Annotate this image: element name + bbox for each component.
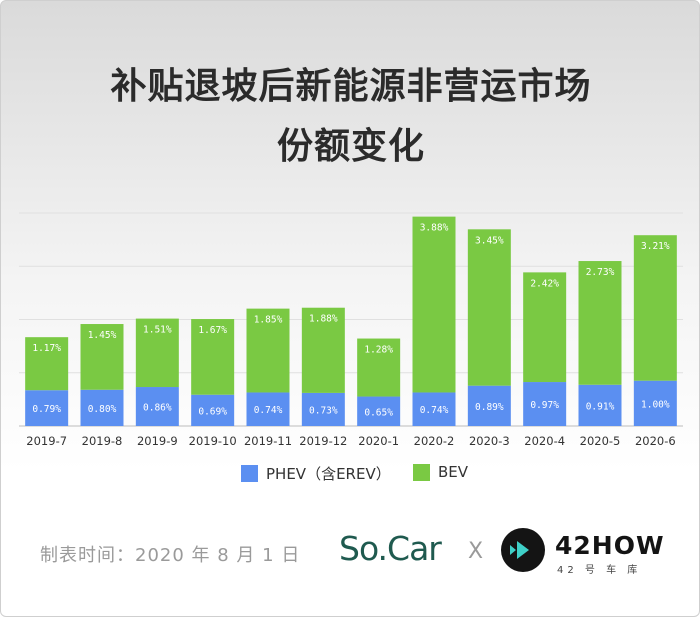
x-tick-label: 2019-11 bbox=[244, 434, 292, 448]
data-label-phev: 0.79% bbox=[32, 404, 61, 415]
data-label-bev: 1.17% bbox=[32, 343, 61, 354]
x-tick-label: 2020-3 bbox=[469, 434, 510, 448]
bar-segment-bev bbox=[135, 318, 179, 388]
bar-segment-bev bbox=[467, 229, 511, 386]
bar-segment-bev bbox=[578, 261, 622, 385]
legend-label-bev: BEV bbox=[438, 463, 469, 481]
x-tick-label: 2020-4 bbox=[524, 434, 565, 448]
42how-logo-subtext: 42 号 车 库 bbox=[557, 565, 642, 576]
legend-item-phev: PHEV（含EREV） bbox=[241, 463, 391, 484]
data-label-bev: 3.21% bbox=[641, 241, 670, 252]
socar-logo: So.Car bbox=[339, 529, 442, 568]
bar-segment-bev bbox=[301, 307, 345, 393]
data-label-bev: 1.67% bbox=[198, 325, 227, 336]
42how-logo-text: 42HOW bbox=[555, 531, 665, 560]
bar-segment-phev bbox=[301, 392, 345, 426]
x-tick-label: 2019-9 bbox=[137, 434, 178, 448]
bar-segment-phev bbox=[578, 384, 622, 426]
bar-segment-bev bbox=[80, 324, 124, 390]
chart-title-line-1: 补贴退坡后新能源非营运市场 bbox=[110, 66, 592, 107]
brand-separator: X bbox=[468, 539, 484, 564]
data-label-phev: 0.74% bbox=[254, 405, 283, 416]
bar-segment-bev bbox=[523, 272, 567, 383]
data-label-bev: 1.85% bbox=[254, 315, 283, 326]
data-label-phev: 0.86% bbox=[143, 403, 172, 414]
legend-label-phev: PHEV（含EREV） bbox=[266, 465, 391, 483]
legend-swatch-bev bbox=[413, 463, 430, 481]
bar-segment-phev bbox=[523, 382, 567, 426]
bar-segment-bev bbox=[412, 216, 456, 393]
data-label-phev: 0.89% bbox=[475, 402, 504, 413]
chart-legend: PHEV（含EREV） BEV bbox=[1, 463, 699, 487]
data-label-phev: 0.65% bbox=[364, 407, 393, 418]
data-label-bev: 2.73% bbox=[586, 267, 615, 278]
data-label-phev: 1.00% bbox=[641, 399, 670, 410]
data-label-phev: 0.74% bbox=[420, 405, 449, 416]
data-label-phev: 0.91% bbox=[586, 401, 615, 412]
footer-date-note: 制表时间：2020 年 8 月 1 日 bbox=[40, 545, 301, 566]
x-tick-label: 2019-10 bbox=[189, 434, 237, 448]
x-tick-label: 2020-6 bbox=[635, 434, 676, 448]
x-tick-label: 2019-7 bbox=[26, 434, 67, 448]
bar-segment-phev bbox=[246, 392, 290, 426]
bar-segment-phev bbox=[25, 390, 69, 426]
bar-segment-bev bbox=[633, 235, 677, 381]
legend-item-bev: BEV bbox=[413, 463, 468, 481]
data-label-bev: 3.45% bbox=[475, 235, 504, 246]
bar-segment-phev bbox=[80, 389, 124, 426]
stacked-bar-chart: 0.79% 1.17% 2019-7 0.80% 1.45% 2019-8 0.86% 1.5… bbox=[19, 212, 683, 448]
x-tick-label: 2020-2 bbox=[414, 434, 455, 448]
bar-segment-phev bbox=[191, 394, 235, 426]
bar-segment-phev bbox=[467, 385, 511, 426]
42how-logo-icon bbox=[501, 528, 545, 572]
bar-segment-phev bbox=[412, 392, 456, 426]
chart-title-line-2: 份额变化 bbox=[276, 126, 425, 167]
bar-segment-bev bbox=[25, 337, 69, 391]
data-label-bev: 3.88% bbox=[420, 223, 449, 234]
data-label-phev: 0.80% bbox=[88, 404, 117, 415]
data-label-bev: 2.42% bbox=[530, 278, 559, 289]
bar-segment-bev bbox=[357, 338, 401, 397]
bar-segment-bev bbox=[246, 308, 290, 393]
data-label-phev: 0.73% bbox=[309, 405, 338, 416]
legend-swatch-phev bbox=[241, 465, 258, 482]
x-tick-label: 2019-8 bbox=[82, 434, 123, 448]
bar-segment-phev bbox=[357, 396, 401, 426]
bar-segment-phev bbox=[135, 387, 179, 426]
bar-segment-phev bbox=[633, 380, 677, 426]
bar-segment-bev bbox=[191, 319, 235, 395]
x-tick-label: 2020-1 bbox=[358, 434, 399, 448]
x-tick-label: 2019-12 bbox=[299, 434, 347, 448]
x-tick-label: 2020-5 bbox=[580, 434, 621, 448]
data-label-phev: 0.97% bbox=[530, 400, 559, 411]
data-label-bev: 1.51% bbox=[143, 325, 172, 336]
data-label-phev: 0.69% bbox=[198, 406, 227, 417]
data-label-bev: 1.88% bbox=[309, 314, 338, 325]
data-label-bev: 1.28% bbox=[364, 345, 393, 356]
data-label-bev: 1.45% bbox=[88, 330, 117, 341]
